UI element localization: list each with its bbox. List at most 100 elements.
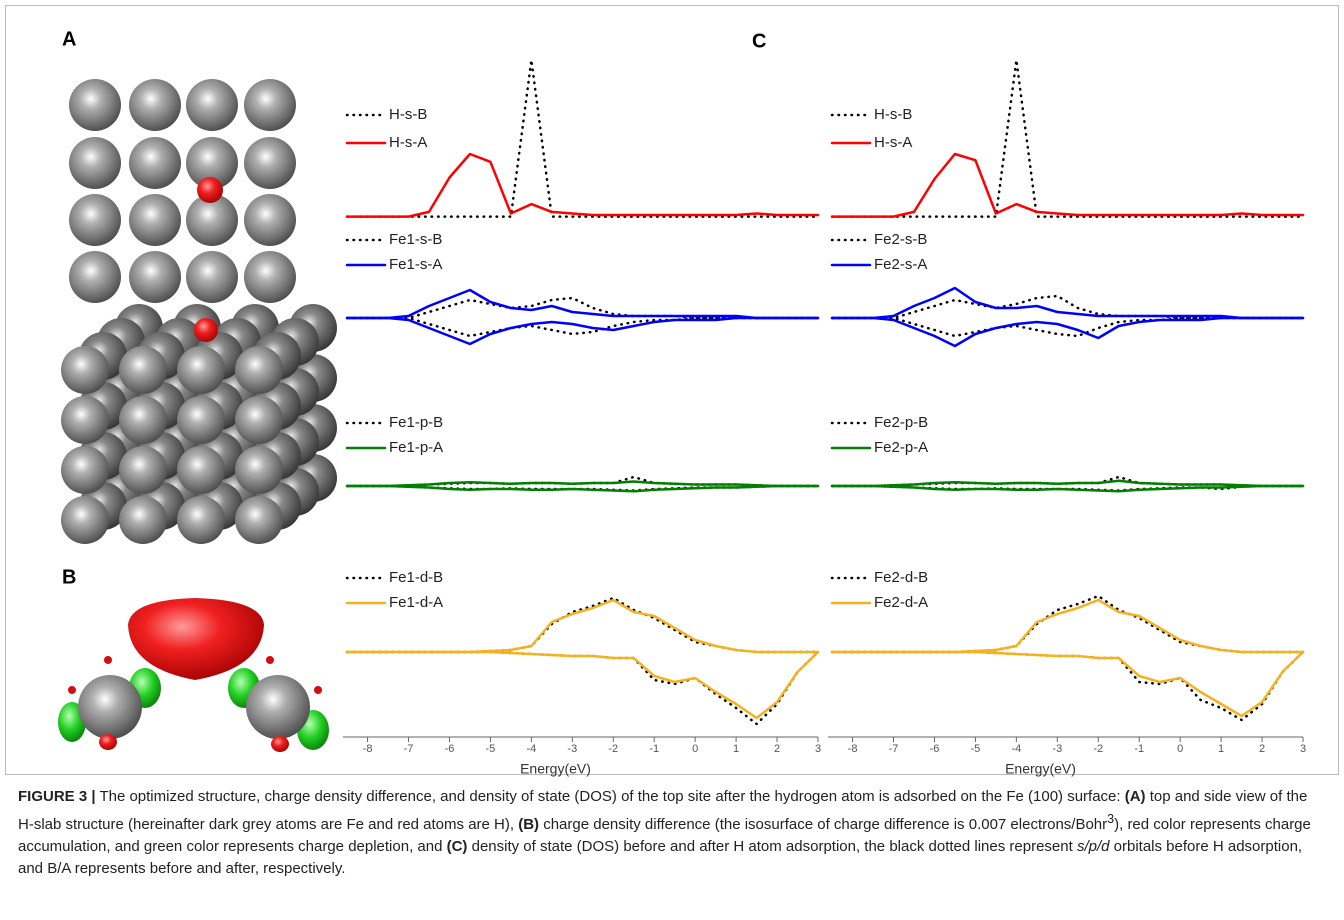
x-tick-label: -8 (848, 743, 858, 755)
legend-label: Fe1-d-B (389, 569, 443, 586)
fe-atom (177, 496, 225, 544)
fe-atom (177, 346, 225, 394)
legend-label: Fe1-p-B (389, 414, 443, 431)
accumulation-lobe (128, 598, 264, 680)
x-axis-label: Energy(eV) (1005, 761, 1076, 777)
fe-atom (186, 251, 238, 303)
x-tick-label: -2 (1093, 743, 1103, 755)
fe-atom (69, 79, 121, 131)
legend-label: H-s-B (874, 106, 912, 123)
caption-text: ), red color represents charge accumulat… (18, 816, 1311, 855)
fe-atom (186, 137, 238, 189)
caption-sup: 3 (1107, 812, 1115, 826)
dos-line-after (830, 650, 1305, 718)
legend-label: H-s-B (389, 106, 427, 123)
accumulation-lobe (68, 686, 76, 694)
fe-atom (129, 137, 181, 189)
legend-label: Fe1-p-A (389, 439, 443, 456)
accumulation-lobe (99, 734, 117, 750)
fe-atom (78, 675, 142, 739)
x-tick-label: -5 (971, 743, 981, 755)
fe-atom (177, 396, 225, 444)
caption-text: density of state (DOS) before and after … (467, 838, 1077, 855)
legend-label: Fe1-s-A (389, 256, 442, 273)
charge-density (58, 598, 329, 752)
fe-atom (61, 496, 109, 544)
dos-line-before (345, 296, 820, 320)
x-tick-label: -7 (404, 743, 414, 755)
fe-atom (61, 396, 109, 444)
x-tick-label: 2 (774, 743, 780, 755)
legend-label: Fe1-s-B (389, 231, 442, 248)
x-tick-label: -3 (1052, 743, 1062, 755)
fe-atom (129, 251, 181, 303)
fe-atom (69, 251, 121, 303)
legend-label: Fe2-s-B (874, 231, 927, 248)
x-tick-label: 3 (815, 743, 821, 755)
caption-text: orbitals before H adsorption, and B/A re… (18, 838, 1303, 877)
dos-line-after (345, 288, 820, 320)
x-tick-label: -1 (1134, 743, 1144, 755)
x-tick-label: -6 (445, 743, 455, 755)
h-atom (194, 318, 218, 342)
x-tick-label: -4 (526, 743, 536, 755)
x-tick-label: -4 (1011, 743, 1021, 755)
legend-label: H-s-A (874, 134, 912, 151)
fe-atom (244, 251, 296, 303)
caption-text: charge density difference (the isosurfac… (539, 816, 1108, 833)
fe-atom (235, 496, 283, 544)
x-tick-label: 3 (1300, 743, 1306, 755)
figure: A B C H-s-B H-s-A H-s-B H-s-A Fe1-s-B Fe1-s-A… (58, 28, 1306, 777)
fe-atom (69, 194, 121, 246)
legend-label: Fe1-d-A (389, 594, 443, 611)
accumulation-lobe (314, 686, 322, 694)
dos-line-after (345, 316, 820, 346)
structure-views (61, 79, 337, 544)
fe-atom (235, 396, 283, 444)
dos-line-before (830, 58, 1305, 218)
dos-line-before (830, 316, 1305, 338)
dos-line-after (345, 484, 820, 493)
x-tick-label: -6 (930, 743, 940, 755)
caption-text: top and side view of the H-slab structur… (18, 788, 1308, 833)
fe-atom (119, 446, 167, 494)
dos-line-after (345, 480, 820, 488)
x-tick-label: 1 (733, 743, 739, 755)
caption-italic: s/p/d (1076, 838, 1110, 855)
x-tick-label: -3 (567, 743, 577, 755)
caption-ref: (C) (446, 838, 468, 855)
legend-label: Fe2-s-A (874, 256, 927, 273)
fe-atom (69, 137, 121, 189)
fe-atom (244, 79, 296, 131)
fe-atom (61, 346, 109, 394)
fe-atom (129, 79, 181, 131)
legend-label: Fe2-p-A (874, 439, 928, 456)
caption-ref: (B) (518, 816, 540, 833)
legend-label: Fe2-p-B (874, 414, 928, 431)
fe-atom (119, 346, 167, 394)
caption-label: FIGURE 3 | (18, 788, 96, 805)
dos-line-after (345, 152, 820, 218)
x-tick-label: -1 (649, 743, 659, 755)
legend-label: Fe2-d-B (874, 569, 928, 586)
accumulation-lobe (271, 736, 289, 752)
x-tick-label: 0 (1177, 743, 1183, 755)
dos-plots: H-s-B H-s-A H-s-B H-s-A Fe1-s-B Fe1-s-A Fe2-s-… (343, 58, 1306, 777)
dos-line-after (830, 286, 1305, 320)
dos-line-before (830, 294, 1305, 320)
dos-line-after (830, 479, 1305, 488)
legend-label: H-s-A (389, 134, 427, 151)
x-tick-label: -2 (608, 743, 618, 755)
dos-line-after (830, 484, 1305, 493)
fe-atom (61, 446, 109, 494)
h-atom (197, 177, 223, 203)
accumulation-lobe (266, 656, 274, 664)
x-axis-label: Energy(eV) (520, 761, 591, 777)
dos-line-after (345, 650, 820, 720)
x-tick-label: -7 (889, 743, 899, 755)
x-tick-label: -5 (486, 743, 496, 755)
fe-atom (235, 346, 283, 394)
dos-line-before (345, 58, 820, 218)
accumulation-lobe (104, 656, 112, 664)
